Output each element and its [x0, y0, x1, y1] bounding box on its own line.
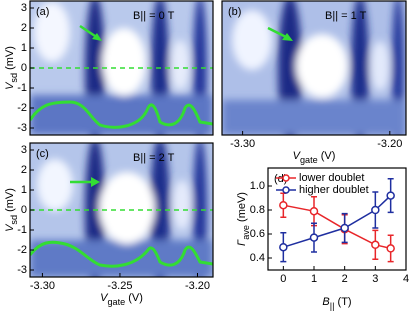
- field-label: B|| = 0 T: [133, 10, 175, 22]
- marker: [279, 200, 288, 210]
- x-tick-label: 3: [372, 273, 378, 285]
- marker: [386, 244, 395, 253]
- y-tick-label: 1.0: [250, 180, 265, 192]
- legend-marker: [282, 186, 290, 194]
- label-part: V: [100, 292, 109, 304]
- x-axis-label: Vgate (V): [293, 150, 336, 166]
- y-tick-label: -3: [17, 264, 27, 276]
- label-part: Γ: [236, 239, 248, 246]
- x-tick-label: -3.20: [377, 138, 402, 150]
- field-label: B|| = 2 T: [133, 152, 175, 164]
- y-axis-label: Vsd (mV): [4, 188, 20, 232]
- label-part: V: [4, 223, 16, 232]
- y-tick-label: -2: [17, 102, 27, 114]
- marker: [309, 233, 319, 242]
- y-axis-label: Vsd (mV): [4, 46, 20, 90]
- x-tick-label: -3.20: [185, 280, 210, 292]
- y-tick-label: -2: [17, 244, 27, 256]
- label-part: ave: [241, 225, 251, 240]
- x-tick-label: 1: [311, 273, 317, 285]
- label-part: gate: [300, 155, 318, 165]
- y-tick-label: 0.8: [250, 204, 265, 216]
- y-tick-label: -1: [17, 224, 27, 236]
- label-part: V: [293, 150, 302, 162]
- label-part: sd: [9, 215, 19, 225]
- panel-label: (c): [36, 148, 49, 160]
- marker: [371, 240, 380, 250]
- heatmap-a: [30, 1, 213, 135]
- y-tick-label: 0.6: [250, 228, 265, 240]
- plot-frame: [221, 0, 407, 136]
- x-tick-label: -3.25: [107, 280, 132, 292]
- label-part: (T): [334, 296, 351, 308]
- y-tick-label: 2: [21, 22, 27, 34]
- label-part: sd: [9, 73, 19, 83]
- heatmap-b: [222, 1, 406, 135]
- x-axis-label: Vgate (V): [100, 292, 143, 308]
- y-tick-label: 0: [21, 62, 27, 74]
- label-part: (V): [125, 292, 143, 304]
- y-tick-label: -1: [17, 82, 27, 94]
- marker: [309, 206, 319, 216]
- panel-label: (a): [36, 6, 49, 18]
- x-tick-label: -3.30: [230, 138, 255, 150]
- legend-label: lower doublet: [299, 172, 364, 184]
- y-tick-label: 2: [21, 164, 27, 176]
- x-tick-label: 2: [342, 273, 348, 285]
- y-tick-label: 1: [21, 184, 27, 196]
- label-part: B: [322, 296, 329, 308]
- y-tick-label: 0: [21, 204, 27, 216]
- x-tick-label: 4: [403, 273, 409, 285]
- legend-label: higher doublet: [299, 184, 369, 196]
- panel-label: (b): [228, 6, 241, 18]
- label-part: (mV): [4, 46, 16, 73]
- label-part: (V): [318, 150, 336, 162]
- series-line: [283, 195, 392, 248]
- field-label: B|| = 1 T: [325, 10, 367, 22]
- heatmap-c: [30, 143, 213, 277]
- y-axis-label: Γave (meV): [236, 192, 252, 246]
- marker: [340, 223, 349, 233]
- x-tick-label: 0: [280, 273, 286, 285]
- y-tick-label: 3: [21, 144, 27, 156]
- y-tick-label: 3: [21, 2, 27, 14]
- legend-marker: [282, 174, 290, 182]
- y-tick-label: 1: [21, 42, 27, 54]
- y-tick-label: 0.4: [250, 252, 265, 264]
- label-part: (mV): [4, 188, 16, 215]
- marker: [279, 242, 288, 252]
- marker: [371, 205, 380, 215]
- x-axis-label: B|| (T): [322, 296, 351, 312]
- x-tick-label: -3.30: [30, 280, 55, 292]
- marker: [386, 191, 395, 200]
- y-tick-label: -3: [17, 122, 27, 134]
- label-part: V: [4, 81, 16, 90]
- label-part: gate: [107, 297, 125, 307]
- label-part: ||: [330, 301, 335, 311]
- label-part: (meV): [236, 192, 248, 225]
- plot-frame: [267, 167, 407, 271]
